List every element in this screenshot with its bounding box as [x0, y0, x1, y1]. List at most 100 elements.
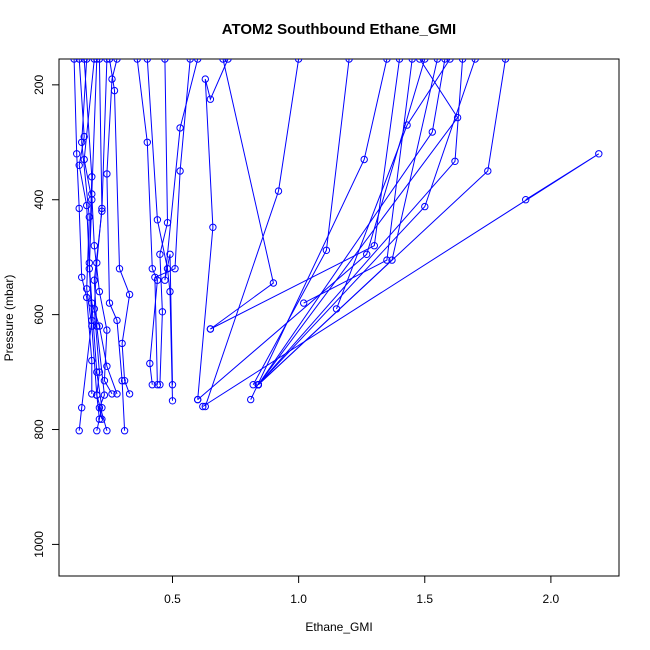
data-point [294, 59, 303, 63]
data-point [125, 390, 134, 398]
data-point [143, 138, 152, 147]
data-point [95, 368, 104, 376]
data-point [209, 223, 217, 232]
data-point [388, 256, 396, 264]
data-point [133, 59, 141, 63]
series-line [210, 59, 400, 330]
data-point [75, 204, 83, 213]
data-point [428, 128, 436, 136]
series-line [210, 59, 274, 330]
series-12 [156, 59, 172, 389]
series-line [197, 59, 229, 400]
data-point [95, 404, 104, 412]
data-point [83, 59, 91, 63]
data-point [484, 167, 492, 175]
data-point [148, 265, 157, 273]
series-line [73, 59, 93, 394]
data-point [88, 173, 96, 181]
data-point [421, 202, 429, 211]
data-point [88, 356, 96, 365]
data-point [168, 381, 177, 389]
data-point [105, 299, 114, 307]
series-1 [75, 59, 96, 435]
data-point [153, 216, 162, 224]
series-16 [194, 59, 232, 404]
data-point [115, 265, 124, 273]
series-8 [105, 59, 134, 398]
data-point [73, 150, 81, 158]
data-point [75, 59, 83, 63]
x-tick-label: 1.5 [416, 592, 433, 606]
series-line [197, 59, 426, 400]
data-point [93, 368, 101, 376]
data-point [408, 59, 416, 63]
data-point [103, 170, 111, 178]
series-7 [88, 59, 116, 398]
data-point [143, 59, 151, 63]
data-point [471, 59, 479, 63]
data-point [166, 250, 174, 259]
data-point [78, 404, 86, 412]
data-point [249, 381, 257, 389]
data-point [458, 59, 467, 63]
series-29 [194, 59, 429, 404]
data-point [93, 322, 101, 330]
data-point [103, 362, 111, 370]
data-point [194, 59, 202, 63]
series-line [252, 59, 350, 385]
series-layer [70, 59, 603, 435]
data-point [201, 402, 210, 411]
series-line [257, 59, 459, 385]
data-point [95, 322, 104, 330]
series-line [93, 59, 108, 420]
data-point [176, 167, 184, 175]
data-point [322, 246, 331, 255]
data-point [78, 273, 86, 281]
series-10 [70, 59, 96, 398]
data-point [224, 59, 232, 63]
data-point [156, 381, 164, 389]
data-point [383, 256, 391, 264]
data-point [201, 75, 210, 83]
series-18 [201, 59, 303, 411]
data-point [103, 427, 111, 435]
data-point [83, 285, 91, 293]
series-26 [254, 59, 467, 389]
data-point [113, 316, 121, 325]
data-point [108, 390, 116, 398]
data-point [151, 273, 159, 281]
data-point [113, 390, 121, 398]
data-point [95, 415, 104, 423]
data-point [100, 377, 109, 385]
series-2 [80, 59, 106, 435]
data-point [176, 124, 184, 132]
data-point [75, 161, 83, 170]
x-axis-label: Ethane_GMI [305, 620, 372, 634]
data-point [83, 293, 91, 302]
series-31 [206, 59, 404, 333]
data-point [118, 339, 126, 348]
data-point [156, 250, 164, 259]
data-point [206, 325, 215, 333]
y-tick-label: 1000 [32, 531, 46, 558]
data-point [247, 395, 255, 404]
data-point [98, 404, 106, 412]
series-15 [161, 59, 202, 389]
series-17 [206, 59, 278, 333]
data-point [103, 326, 111, 334]
data-point [93, 59, 101, 63]
data-point [421, 59, 429, 63]
data-point [153, 381, 162, 389]
series-line [83, 59, 118, 395]
data-point [146, 359, 154, 368]
series-line [257, 59, 476, 386]
data-point [103, 59, 111, 63]
data-point [274, 187, 283, 195]
data-point [90, 276, 99, 284]
y-tick-label: 600 [32, 304, 46, 324]
series-line [257, 59, 506, 386]
series-24 [254, 59, 479, 389]
data-point [90, 242, 99, 250]
data-point [105, 59, 114, 63]
y-tick-label: 400 [32, 189, 46, 209]
